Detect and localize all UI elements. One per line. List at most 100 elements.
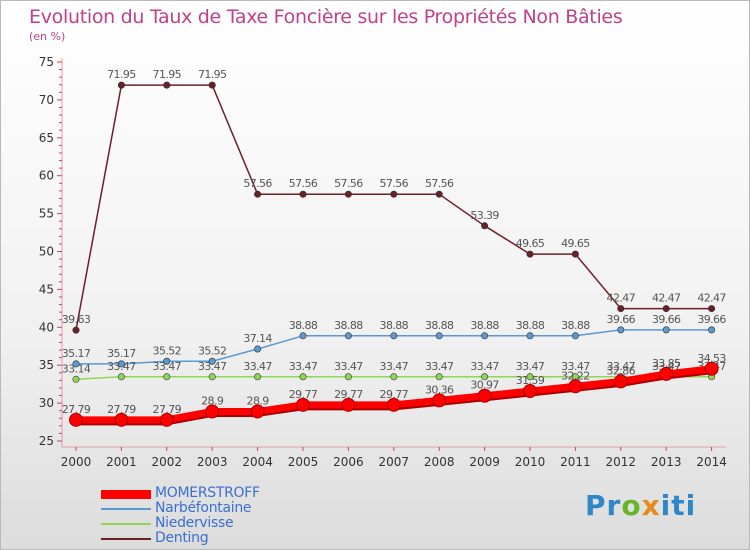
legend-label: Niedervisse: [155, 515, 234, 531]
legend-swatch: [101, 508, 151, 510]
data-label-niedervisse: 33.14: [62, 362, 91, 375]
data-label-narbfontaine: 38.88: [425, 319, 454, 332]
unit-label: (en %): [29, 30, 66, 43]
data-label-niedervisse: 33.47: [198, 360, 227, 373]
data-point-narbfontaine: [163, 357, 171, 365]
data-point-momerstroff: [523, 384, 537, 399]
y-tick-label: 65: [39, 131, 54, 145]
legend-swatch: [101, 523, 151, 525]
data-point-narbfontaine: [117, 360, 125, 368]
data-label-denting: 53.39: [470, 209, 499, 222]
data-label-niedervisse: 33.47: [425, 360, 454, 373]
data-label-momerstroff: 29.77: [380, 388, 409, 401]
legend-swatch: [101, 538, 151, 540]
data-label-denting: 71.95: [107, 68, 136, 81]
data-label-denting: 42.47: [652, 292, 681, 305]
data-label-momerstroff: 27.79: [62, 403, 91, 416]
data-label-niedervisse: 33.47: [334, 360, 363, 373]
data-point-momerstroff: [432, 393, 447, 408]
y-tick-label: 50: [39, 245, 54, 259]
data-label-momerstroff: 28.9: [201, 394, 224, 407]
data-point-narbfontaine: [481, 332, 489, 340]
data-label-niedervisse: 33.47: [607, 360, 636, 373]
data-label-denting: 49.65: [516, 237, 545, 250]
data-point-narbfontaine: [299, 332, 307, 340]
data-point-narbfontaine: [708, 326, 716, 334]
x-tick-label: 2007: [379, 455, 410, 469]
data-point-niedervisse: [117, 373, 125, 381]
data-label-momerstroff: 27.79: [153, 403, 182, 416]
data-label-momerstroff: 30.36: [425, 383, 454, 396]
x-tick-label: 2012: [606, 455, 637, 469]
data-point-niedervisse: [163, 373, 171, 381]
data-label-denting: 42.47: [607, 292, 636, 305]
data-label-denting: 71.95: [153, 68, 182, 81]
y-tick-label: 25: [39, 434, 54, 448]
legend-swatch: [101, 490, 151, 499]
x-tick-label: 2004: [242, 455, 273, 469]
data-label-momerstroff: 33.85: [652, 357, 681, 370]
x-tick-label: 2003: [197, 455, 228, 469]
data-point-narbfontaine: [390, 332, 398, 340]
data-label-momerstroff: 28.9: [247, 394, 270, 407]
data-label-denting: 71.95: [198, 68, 227, 81]
data-label-niedervisse: 33.47: [289, 360, 318, 373]
data-point-momerstroff: [659, 366, 674, 381]
data-point-momerstroff: [69, 412, 83, 427]
data-point-narbfontaine: [208, 357, 216, 365]
data-point-momerstroff: [477, 388, 492, 403]
data-point-momerstroff: [568, 379, 583, 394]
data-label-niedervisse: 33.47: [516, 360, 545, 373]
data-point-momerstroff: [704, 361, 719, 376]
x-tick-label: 2000: [61, 455, 92, 469]
x-tick-label: 2006: [333, 455, 364, 469]
data-label-narbfontaine: 35.52: [198, 344, 227, 357]
data-point-momerstroff: [159, 412, 174, 427]
y-tick-label: 75: [39, 55, 54, 69]
data-label-narbfontaine: 38.88: [380, 319, 409, 332]
y-tick-label: 35: [39, 358, 54, 372]
data-label-narbfontaine: 35.17: [107, 347, 136, 360]
data-point-narbfontaine: [617, 326, 625, 334]
data-point-denting: [526, 250, 534, 258]
data-label-momerstroff: 32.22: [561, 369, 590, 382]
proxiti-logo: Proxiti: [585, 489, 696, 522]
data-label-narbfontaine: 38.88: [334, 319, 363, 332]
data-point-momerstroff: [205, 404, 220, 419]
data-label-narbfontaine: 37.14: [243, 332, 272, 345]
data-label-denting: 57.56: [380, 177, 409, 190]
data-point-denting: [344, 190, 352, 198]
x-tick-label: 2010: [515, 455, 546, 469]
logo-part: iti: [660, 489, 697, 522]
data-label-narbfontaine: 35.52: [153, 344, 182, 357]
data-label-denting: 39.63: [62, 313, 91, 326]
data-label-denting: 57.56: [289, 177, 318, 190]
data-label-niedervisse: 33.47: [561, 360, 590, 373]
y-tick-label: 45: [39, 282, 54, 296]
data-point-niedervisse: [390, 373, 398, 381]
data-label-narbfontaine: 38.88: [516, 319, 545, 332]
data-point-narbfontaine: [526, 332, 534, 340]
data-point-niedervisse: [254, 373, 262, 381]
data-label-narbfontaine: 39.66: [652, 313, 681, 326]
data-label-momerstroff: 32.86: [607, 364, 636, 377]
y-tick-label: 30: [39, 396, 54, 410]
data-label-narbfontaine: 39.66: [697, 313, 726, 326]
x-tick-label: 2001: [106, 455, 137, 469]
data-point-narbfontaine: [435, 332, 443, 340]
legend-label: MOMERSTROFF: [155, 485, 260, 501]
chart-title: Evolution du Taux de Taxe Foncière sur l…: [29, 6, 623, 28]
data-point-niedervisse: [208, 373, 216, 381]
data-point-narbfontaine: [344, 332, 352, 340]
data-label-momerstroff: 29.77: [289, 388, 318, 401]
data-point-niedervisse: [481, 373, 489, 381]
x-tick-label: 2005: [288, 455, 319, 469]
data-label-narbfontaine: 38.88: [289, 319, 318, 332]
x-tick-label: 2011: [560, 455, 591, 469]
data-point-denting: [163, 81, 171, 89]
data-label-narbfontaine: 39.66: [607, 313, 636, 326]
data-point-momerstroff: [613, 374, 628, 389]
data-point-niedervisse: [526, 373, 534, 381]
